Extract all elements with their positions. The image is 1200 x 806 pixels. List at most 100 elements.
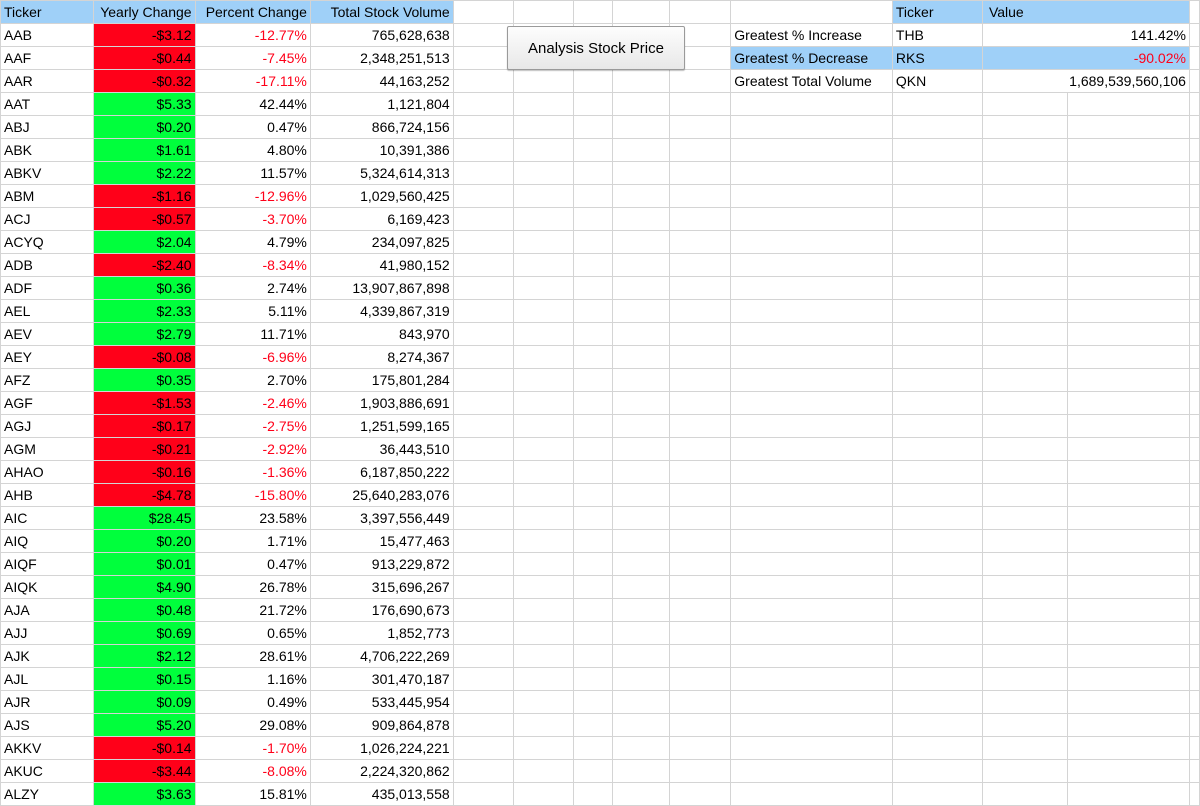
empty-cell[interactable] <box>1067 483 1190 507</box>
empty-cell[interactable] <box>512 69 575 93</box>
empty-cell[interactable] <box>452 368 514 392</box>
empty-cell[interactable] <box>1067 161 1190 185</box>
empty-cell[interactable] <box>730 667 893 691</box>
empty-cell[interactable] <box>512 207 575 231</box>
empty-cell[interactable] <box>1067 575 1190 599</box>
empty-cell[interactable] <box>1067 437 1190 461</box>
empty-cell[interactable] <box>730 598 893 622</box>
yearly-change-cell[interactable]: $1.61 <box>92 138 196 162</box>
empty-cell[interactable] <box>452 0 514 24</box>
empty-cell[interactable] <box>891 161 983 185</box>
empty-cell[interactable] <box>612 621 670 645</box>
percent-change-cell[interactable]: 11.57% <box>194 161 311 185</box>
empty-cell[interactable] <box>612 552 670 576</box>
empty-cell[interactable] <box>573 138 614 162</box>
empty-cell[interactable] <box>1188 506 1200 530</box>
percent-change-cell[interactable]: -2.75% <box>194 414 311 438</box>
empty-cell[interactable] <box>452 552 514 576</box>
empty-cell[interactable] <box>891 230 983 254</box>
summary-label-cell[interactable]: Greatest % Increase <box>730 23 893 47</box>
ticker-cell[interactable]: AHAO <box>0 460 94 484</box>
empty-cell[interactable] <box>452 575 514 599</box>
empty-cell[interactable] <box>668 575 732 599</box>
empty-cell[interactable] <box>1067 506 1190 530</box>
percent-change-cell[interactable]: 28.61% <box>194 644 311 668</box>
empty-cell[interactable] <box>1067 138 1190 162</box>
empty-cell[interactable] <box>730 138 893 162</box>
empty-cell[interactable] <box>1188 713 1200 737</box>
total-volume-cell[interactable]: 44,163,252 <box>309 69 454 93</box>
ticker-cell[interactable]: AJK <box>0 644 94 668</box>
empty-cell[interactable] <box>1188 322 1200 346</box>
empty-cell[interactable] <box>730 207 893 231</box>
percent-change-cell[interactable]: 1.16% <box>194 667 311 691</box>
empty-cell[interactable] <box>512 598 575 622</box>
empty-cell[interactable] <box>612 690 670 714</box>
empty-cell[interactable] <box>1067 759 1190 783</box>
empty-cell[interactable] <box>612 92 670 116</box>
yearly-change-cell[interactable]: $0.09 <box>92 690 196 714</box>
ticker-cell[interactable]: AJL <box>0 667 94 691</box>
empty-cell[interactable] <box>512 736 575 760</box>
empty-cell[interactable] <box>1067 391 1190 415</box>
ticker-cell[interactable]: ABK <box>0 138 94 162</box>
percent-change-cell[interactable]: -3.70% <box>194 207 311 231</box>
summary-label-cell[interactable]: Greatest % Decrease <box>730 46 893 70</box>
empty-cell[interactable] <box>981 161 1069 185</box>
empty-cell[interactable] <box>573 345 614 369</box>
empty-cell[interactable] <box>612 276 670 300</box>
ticker-cell[interactable]: ABKV <box>0 161 94 185</box>
empty-cell[interactable] <box>891 460 983 484</box>
empty-cell[interactable] <box>730 644 893 668</box>
empty-cell[interactable] <box>730 184 893 208</box>
empty-cell[interactable] <box>452 529 514 553</box>
empty-cell[interactable] <box>573 161 614 185</box>
empty-cell[interactable] <box>981 391 1069 415</box>
empty-cell[interactable] <box>512 621 575 645</box>
empty-cell[interactable] <box>612 368 670 392</box>
empty-cell[interactable] <box>668 598 732 622</box>
empty-cell[interactable] <box>891 575 983 599</box>
total-volume-cell[interactable]: 1,029,560,425 <box>309 184 454 208</box>
empty-cell[interactable] <box>612 207 670 231</box>
empty-cell[interactable] <box>891 506 983 530</box>
empty-cell[interactable] <box>981 506 1069 530</box>
empty-cell[interactable] <box>730 345 893 369</box>
percent-change-cell[interactable]: 0.47% <box>194 552 311 576</box>
total-volume-cell[interactable]: 1,026,224,221 <box>309 736 454 760</box>
empty-cell[interactable] <box>573 437 614 461</box>
empty-cell[interactable] <box>891 414 983 438</box>
yearly-change-cell[interactable]: -$2.40 <box>92 253 196 277</box>
empty-cell[interactable] <box>573 368 614 392</box>
empty-cell[interactable] <box>668 759 732 783</box>
yearly-change-cell[interactable]: -$3.12 <box>92 23 196 47</box>
yearly-change-cell[interactable]: $0.69 <box>92 621 196 645</box>
empty-cell[interactable] <box>891 621 983 645</box>
column-header-total-stock-volume[interactable]: Total Stock Volume <box>309 0 454 24</box>
empty-cell[interactable] <box>452 460 514 484</box>
empty-cell[interactable] <box>981 736 1069 760</box>
ticker-cell[interactable]: ALZY <box>0 782 94 806</box>
yearly-change-cell[interactable]: $2.12 <box>92 644 196 668</box>
yearly-change-cell[interactable]: -$0.57 <box>92 207 196 231</box>
total-volume-cell[interactable]: 4,706,222,269 <box>309 644 454 668</box>
empty-cell[interactable] <box>512 759 575 783</box>
empty-cell[interactable] <box>891 437 983 461</box>
empty-cell[interactable] <box>512 644 575 668</box>
empty-cell[interactable] <box>1188 69 1200 93</box>
empty-cell[interactable] <box>573 575 614 599</box>
ticker-cell[interactable]: ACYQ <box>0 230 94 254</box>
empty-cell[interactable] <box>612 161 670 185</box>
empty-cell[interactable] <box>612 322 670 346</box>
empty-cell[interactable] <box>612 460 670 484</box>
empty-cell[interactable] <box>668 552 732 576</box>
empty-cell[interactable] <box>891 690 983 714</box>
ticker-cell[interactable]: AGM <box>0 437 94 461</box>
empty-cell[interactable] <box>512 667 575 691</box>
empty-cell[interactable] <box>512 230 575 254</box>
empty-cell[interactable] <box>612 437 670 461</box>
empty-cell[interactable] <box>612 759 670 783</box>
empty-cell[interactable] <box>891 368 983 392</box>
yearly-change-cell[interactable]: -$4.78 <box>92 483 196 507</box>
empty-cell[interactable] <box>1067 322 1190 346</box>
